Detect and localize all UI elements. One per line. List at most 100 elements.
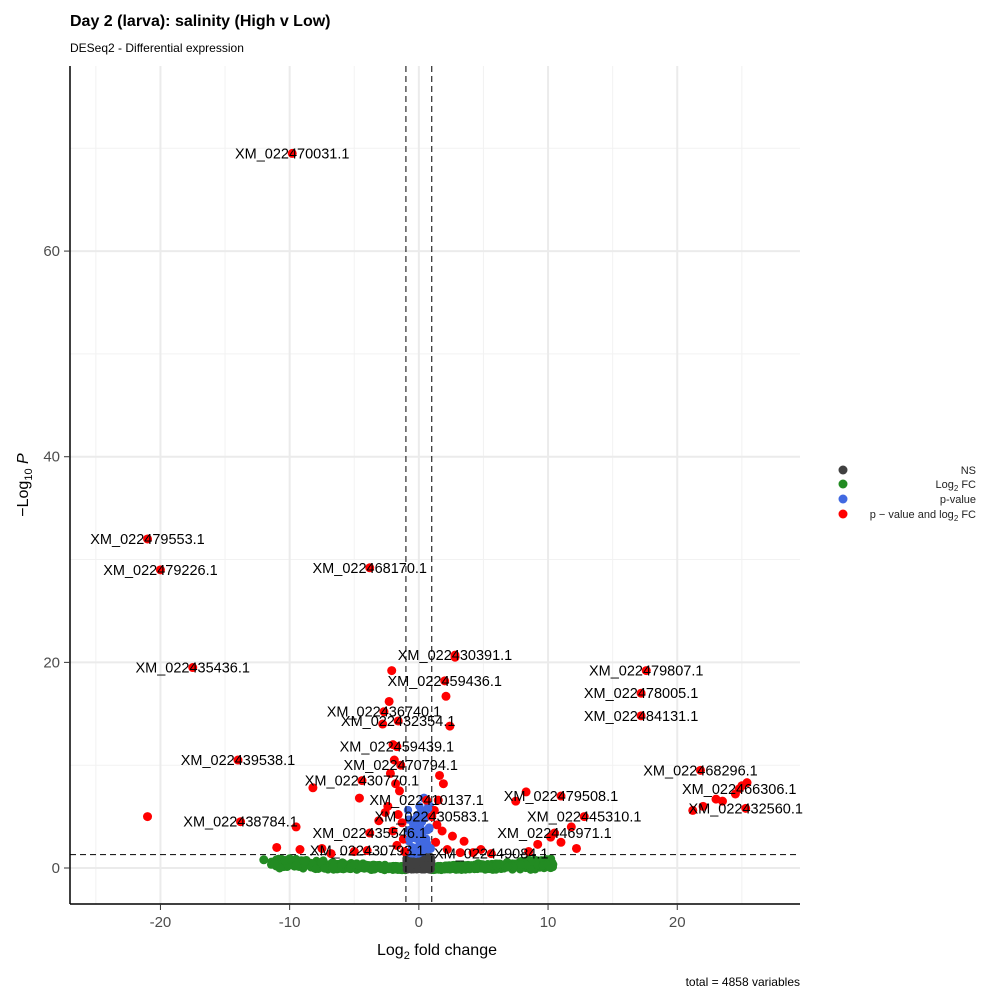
data-point xyxy=(447,831,457,841)
data-point xyxy=(308,783,318,793)
legend-key-ns xyxy=(838,465,848,475)
labeled-data-point xyxy=(362,846,372,856)
data-point xyxy=(688,805,698,815)
labeled-data-point xyxy=(233,755,243,765)
legend: NS Log2 FC p-value p − value and log2 FC xyxy=(838,465,976,523)
labeled-data-point xyxy=(550,828,560,838)
data-point xyxy=(435,770,445,780)
labeled-data-point xyxy=(396,760,406,770)
data-point xyxy=(566,822,576,832)
point-label: XM_022468170.1 xyxy=(313,561,428,577)
data-point xyxy=(425,843,435,853)
log2fc-point xyxy=(382,863,391,872)
point-label: XM_022430391.1 xyxy=(398,648,513,664)
axis-ticks: -20 -10 0 10 20 0 20 40 60 xyxy=(43,243,685,931)
point-label: XM_022479807.1 xyxy=(589,664,704,680)
data-point xyxy=(431,837,441,847)
log2fc-point-cloud xyxy=(266,854,558,875)
data-point xyxy=(742,778,752,788)
y-tick-label: 60 xyxy=(43,243,60,260)
data-point xyxy=(698,801,708,811)
labeled-data-point xyxy=(392,742,402,752)
legend-key-both xyxy=(838,509,848,519)
x-tick-label: 0 xyxy=(415,914,423,931)
data-point xyxy=(374,816,384,826)
labeled-data-point xyxy=(556,791,566,801)
legend-key-pvalue xyxy=(838,494,848,504)
data-point xyxy=(391,779,401,789)
labeled-data-point xyxy=(287,148,297,158)
ns-point xyxy=(420,861,429,870)
labeled-data-point xyxy=(450,650,460,660)
x-tick-label: 20 xyxy=(669,914,686,931)
log2fc-point xyxy=(516,860,526,869)
labeled-data-point xyxy=(365,563,375,573)
data-point xyxy=(398,834,408,844)
data-point xyxy=(442,845,452,855)
data-point xyxy=(393,810,403,820)
point-label: XM_022430793.1 xyxy=(310,844,425,860)
data-point xyxy=(326,849,336,859)
data-point xyxy=(143,812,153,822)
labeled-data-point xyxy=(440,676,450,686)
data-point xyxy=(389,755,399,765)
point-label: XM_022484131.1 xyxy=(584,709,699,725)
point-label: XM_022439538.1 xyxy=(181,753,296,769)
point-label: XM_022459436.1 xyxy=(387,674,502,690)
point-label: XM_022470794.1 xyxy=(344,758,459,774)
labeled-data-point xyxy=(155,565,165,575)
data-point xyxy=(380,807,390,817)
data-point xyxy=(349,847,359,857)
data-point xyxy=(423,803,433,813)
data-point xyxy=(385,768,395,778)
labeled-data-point xyxy=(379,707,389,717)
y-axis-title: −Log10 P xyxy=(15,453,35,517)
data-point xyxy=(533,839,543,849)
log2fc-point xyxy=(320,864,329,873)
labeled-data-point xyxy=(641,666,651,676)
data-point xyxy=(400,847,410,857)
labeled-data-point xyxy=(365,828,375,838)
data-point xyxy=(317,843,327,853)
data-point xyxy=(524,847,534,857)
log2fc-point xyxy=(458,861,468,870)
data-point xyxy=(272,842,282,852)
pvalue-point xyxy=(415,802,424,811)
log2fc-point xyxy=(449,860,458,870)
x-tick-label: 10 xyxy=(540,914,557,931)
data-point xyxy=(441,691,451,701)
labeled-data-point xyxy=(422,795,432,805)
point-label: XM_022435546.1 xyxy=(313,826,428,842)
log2fc-point xyxy=(440,862,449,871)
labeled-data-point xyxy=(579,812,589,822)
point-labels: XM_022470031.1 XM_022479553.1 XM_022479226… xyxy=(90,146,803,862)
point-label: XM_022430583.1 xyxy=(375,810,490,826)
ns-point xyxy=(406,861,415,870)
point-label: XM_022432560.1 xyxy=(688,801,803,817)
labeled-data-point xyxy=(741,803,751,813)
labeled-data-point xyxy=(486,849,496,859)
data-point xyxy=(384,696,394,706)
log2fc-point xyxy=(311,864,320,874)
point-label: XM_022466306.1 xyxy=(682,782,797,798)
point-label: XM_022478005.1 xyxy=(584,686,699,702)
log2fc-point xyxy=(350,860,359,869)
y-tick-label: 40 xyxy=(43,449,60,466)
log2fc-point xyxy=(368,864,378,874)
labeled-data-point xyxy=(427,812,437,822)
data-point xyxy=(295,845,305,855)
data-point xyxy=(432,820,442,830)
data-point xyxy=(571,843,581,853)
data-point xyxy=(394,786,404,796)
data-point xyxy=(388,826,398,836)
data-point xyxy=(392,840,402,850)
chart-title: Day 2 (larva): salinity (High v Low) xyxy=(70,13,331,30)
data-point xyxy=(556,837,566,847)
legend-label-both: p − value and log2 FC xyxy=(870,509,976,523)
point-label: XM_022470031.1 xyxy=(235,146,350,162)
ns-point xyxy=(413,857,423,866)
log2fc-point xyxy=(543,861,553,870)
data-point xyxy=(468,848,478,858)
log2fc-point xyxy=(494,859,504,869)
point-label: XM_022445310.1 xyxy=(527,810,642,826)
